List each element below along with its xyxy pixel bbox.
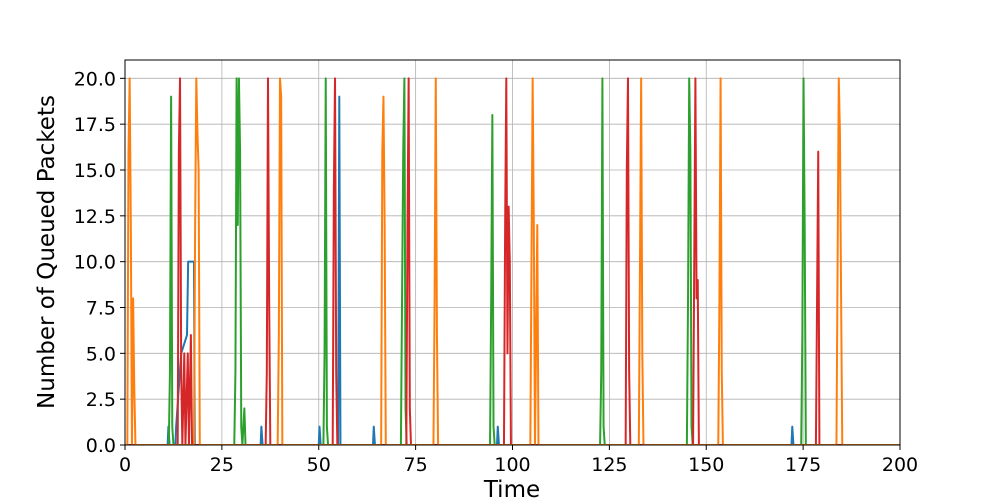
y-tick-label: 7.5 (86, 298, 116, 320)
x-tick-label: 75 (404, 454, 428, 476)
x-tick-label: 200 (882, 454, 918, 476)
y-tick-label: 5.0 (86, 343, 116, 365)
x-axis-label: Time (483, 477, 540, 500)
y-tick-label: 2.5 (86, 389, 116, 411)
grid-lines (124, 60, 901, 446)
y-tick-label: 15.0 (74, 160, 116, 182)
series-line-2 (125, 77, 900, 445)
x-tick-label: 150 (688, 454, 724, 476)
x-tick-label: 50 (307, 454, 331, 476)
x-tick-label: 0 (119, 454, 131, 476)
series-line-3 (125, 77, 900, 445)
series-layer (125, 77, 900, 445)
x-tick-label: 175 (785, 454, 821, 476)
y-axis-ticks: 0.0 2.5 5.0 7.5 10.0 12.5 15.0 17.5 20.0 (74, 68, 125, 457)
y-axis-label: Number of Queued Packets (34, 95, 60, 409)
x-axis-ticks: 0 25 50 75 100 125 150 175 200 (119, 445, 918, 476)
y-tick-label: 20.0 (74, 68, 116, 90)
x-tick-label: 25 (210, 454, 234, 476)
y-tick-label: 12.5 (74, 206, 116, 228)
y-tick-label: 0.0 (86, 435, 116, 457)
x-tick-label: 100 (494, 454, 530, 476)
series-line-1 (125, 95, 900, 445)
plot-area (125, 77, 900, 445)
series-line-4 (125, 77, 900, 445)
y-tick-label: 17.5 (74, 114, 116, 136)
x-tick-label: 125 (591, 454, 627, 476)
y-tick-label: 10.0 (74, 252, 116, 274)
